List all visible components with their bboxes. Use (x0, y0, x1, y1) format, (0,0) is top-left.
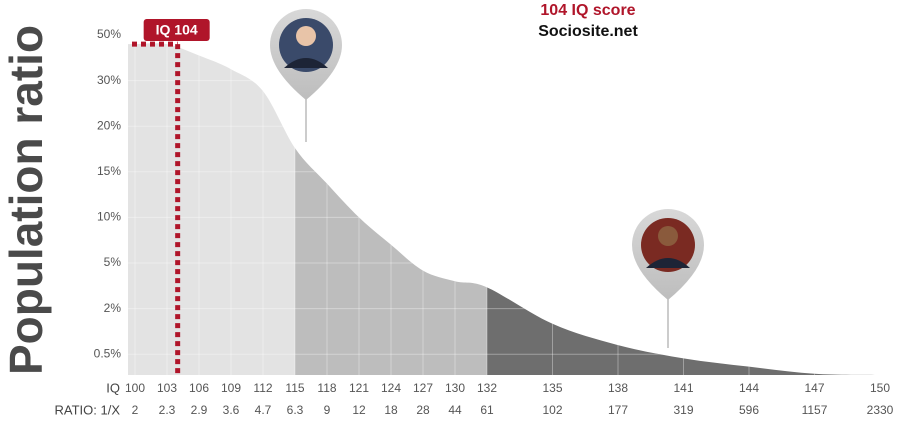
ratio-label: RATIO: 1/X (55, 402, 121, 417)
x-tick-label: 135 (542, 381, 562, 395)
ratio-label: 1157 (802, 403, 828, 417)
marker-label: IQ 104 (156, 22, 198, 38)
ratio-label: 319 (673, 403, 693, 417)
y-tick-label: 20% (97, 118, 121, 132)
y-tick-label: 10% (97, 210, 121, 224)
x-tick-label: 147 (804, 381, 824, 395)
ratio-label: 18 (384, 403, 398, 417)
x-tick-label: 115 (285, 381, 304, 395)
x-tick-label: 124 (381, 381, 401, 395)
x-tick-label: 144 (739, 381, 759, 395)
ratio-label: 102 (542, 403, 562, 417)
x-tick-label: 121 (349, 381, 369, 395)
ratio-label: 2.9 (191, 403, 208, 417)
band (128, 43, 295, 375)
ratio-label: 6.3 (287, 403, 304, 417)
x-tick-label: 103 (157, 381, 177, 395)
ratio-label: 2.3 (159, 403, 176, 417)
x-tick-label: 118 (317, 381, 336, 395)
x-axis-label: IQ (106, 380, 120, 395)
ratio-label: 177 (608, 403, 628, 417)
y-tick-label: 30% (97, 73, 121, 87)
x-tick-label: 106 (189, 381, 209, 395)
ratio-label: 9 (324, 403, 331, 417)
ratio-label: 3.6 (223, 403, 240, 417)
ratio-label: 61 (480, 403, 494, 417)
plot: 50% 30% 20% 15% 10% 5% 2% 0.5% 100 2 103 2.3 106 2.9 1… (94, 19, 894, 417)
chart-subtitle: Sociosite.net (538, 23, 638, 40)
y-axis-label: Population ratio (0, 25, 52, 375)
x-tick-label: 109 (221, 381, 241, 395)
pin-obama (632, 209, 704, 348)
area-group (128, 43, 880, 375)
ratio-label: 12 (352, 403, 366, 417)
x-tick-label: 141 (673, 381, 693, 395)
y-tick-label: 2% (104, 301, 122, 315)
y-tick-label: 15% (97, 164, 121, 178)
x-tick-label: 132 (477, 381, 497, 395)
x-tick-label: 150 (870, 381, 890, 395)
x-tick-label: 138 (608, 381, 628, 395)
y-tick-label: 5% (104, 255, 122, 269)
x-tick-label: 112 (253, 381, 272, 395)
x-tick-label: 100 (125, 381, 145, 395)
chart-title: 104 IQ score (540, 2, 635, 19)
y-tick-label: 50% (97, 27, 121, 41)
ratio-label: 44 (448, 403, 462, 417)
band (487, 43, 880, 375)
pin-biden (270, 9, 342, 142)
marker-badge (143, 19, 210, 41)
ratio-label: 28 (416, 403, 430, 417)
ratio-label: 2 (132, 403, 139, 417)
ratio-label: 596 (739, 403, 759, 417)
ratio-label: 4.7 (255, 403, 272, 417)
ratio-label: 2330 (867, 403, 894, 417)
y-tick-label: 0.5% (94, 346, 122, 360)
x-tick-label: 127 (413, 381, 433, 395)
x-tick-label: 130 (445, 381, 465, 395)
